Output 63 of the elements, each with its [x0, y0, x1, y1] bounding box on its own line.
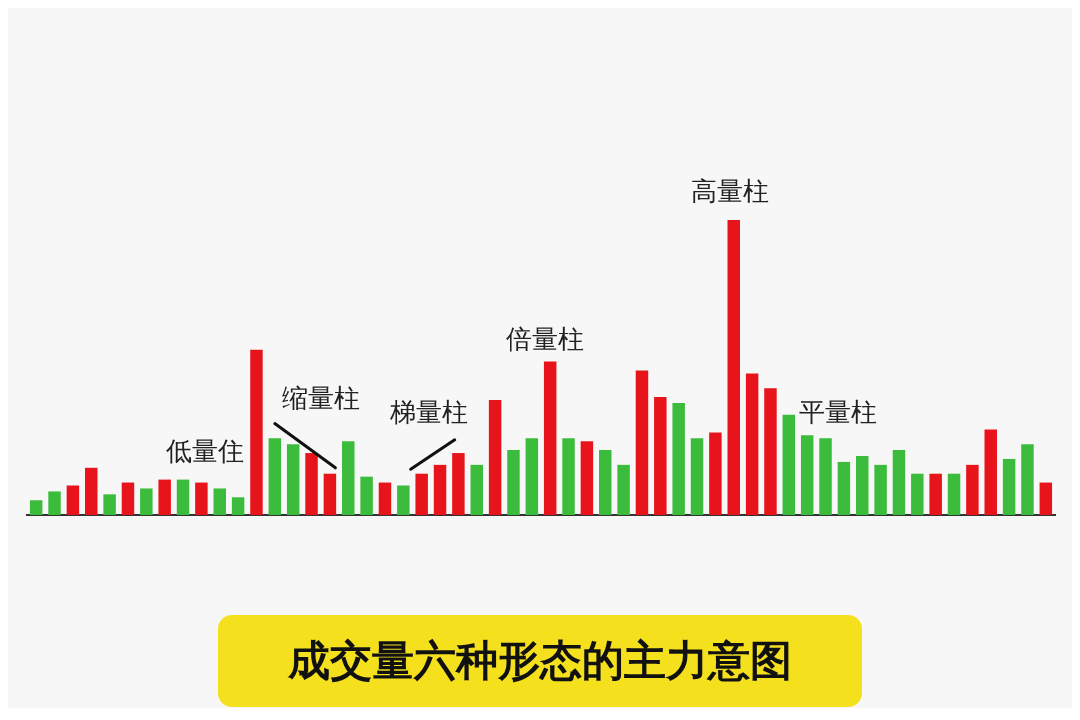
bar [562, 438, 575, 515]
annotation: 梯量柱 [389, 397, 469, 428]
bar [617, 464, 630, 515]
bar [580, 441, 594, 515]
bar [1039, 482, 1053, 515]
bar [984, 429, 997, 515]
bar [158, 479, 171, 515]
text: 成交量六种形态的主力意图 [218, 615, 862, 707]
bar [415, 473, 428, 515]
bar [231, 497, 245, 515]
bar [947, 473, 961, 515]
annotation: 低量住 [166, 435, 245, 466]
bar [1002, 458, 1016, 515]
bar [397, 485, 410, 515]
bar [507, 450, 520, 515]
bar [250, 349, 263, 515]
bar [525, 438, 539, 515]
bar [85, 467, 98, 515]
text: 高量柱 [691, 176, 770, 207]
bar [800, 435, 814, 515]
bar [635, 370, 649, 515]
bar [856, 456, 869, 515]
bar [819, 438, 832, 515]
annotation: 倍量柱 [505, 323, 584, 354]
annotation: 缩量柱 [281, 382, 360, 413]
bar [323, 473, 337, 515]
bar [103, 494, 116, 515]
bar [782, 414, 796, 515]
bar [911, 473, 924, 515]
bar [48, 491, 61, 515]
bar [837, 461, 851, 515]
bar [433, 464, 447, 515]
bar [892, 450, 906, 515]
bar [176, 479, 190, 515]
bar [488, 399, 502, 515]
bar [213, 488, 226, 515]
bar [543, 361, 557, 515]
bar [195, 482, 208, 515]
bar [672, 402, 685, 515]
bar [29, 500, 43, 515]
bar [286, 444, 300, 515]
bar [654, 397, 667, 515]
bar [66, 485, 80, 515]
bar [764, 388, 777, 515]
bar [709, 432, 722, 515]
bar [874, 464, 887, 515]
bar [727, 220, 740, 515]
bar [470, 464, 483, 515]
bar [360, 476, 373, 515]
bar [140, 488, 153, 515]
bar [690, 438, 704, 515]
bar [268, 438, 282, 515]
bar [599, 450, 612, 515]
bar [342, 441, 355, 515]
bar [1021, 444, 1034, 515]
bar [745, 373, 759, 515]
bar [452, 453, 465, 515]
bar [121, 482, 135, 515]
bar [378, 482, 392, 515]
bar [929, 473, 942, 515]
bar [966, 464, 979, 515]
annotation: 平量柱 [799, 397, 878, 428]
bar [305, 453, 318, 515]
